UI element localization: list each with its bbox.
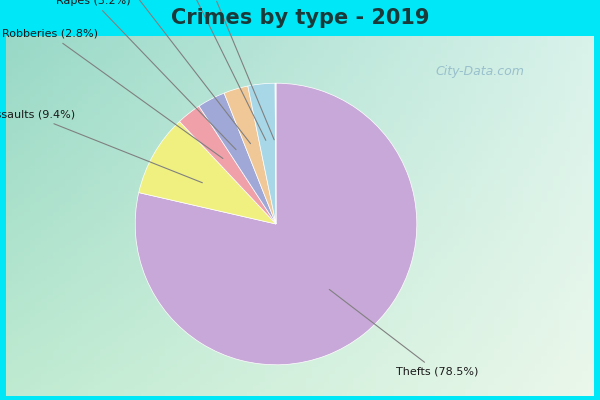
Wedge shape xyxy=(135,83,417,365)
Wedge shape xyxy=(199,93,276,224)
Text: Thefts (78.5%): Thefts (78.5%) xyxy=(329,290,478,377)
Text: Robberies (2.8%): Robberies (2.8%) xyxy=(2,29,223,158)
Wedge shape xyxy=(139,122,276,224)
Wedge shape xyxy=(248,83,276,224)
Text: Rapes (3.2%): Rapes (3.2%) xyxy=(56,0,236,150)
Wedge shape xyxy=(179,106,276,224)
Text: City-Data.com: City-Data.com xyxy=(436,66,524,78)
Text: Crimes by type - 2019: Crimes by type - 2019 xyxy=(171,8,429,28)
Wedge shape xyxy=(224,86,276,224)
Wedge shape xyxy=(275,83,276,224)
Text: Arson (0.1%): Arson (0.1%) xyxy=(176,0,274,140)
Text: Auto thefts (2.8%): Auto thefts (2.8%) xyxy=(68,0,251,144)
Text: Burglaries (3.1%): Burglaries (3.1%) xyxy=(141,0,266,140)
Text: Assaults (9.4%): Assaults (9.4%) xyxy=(0,110,202,183)
